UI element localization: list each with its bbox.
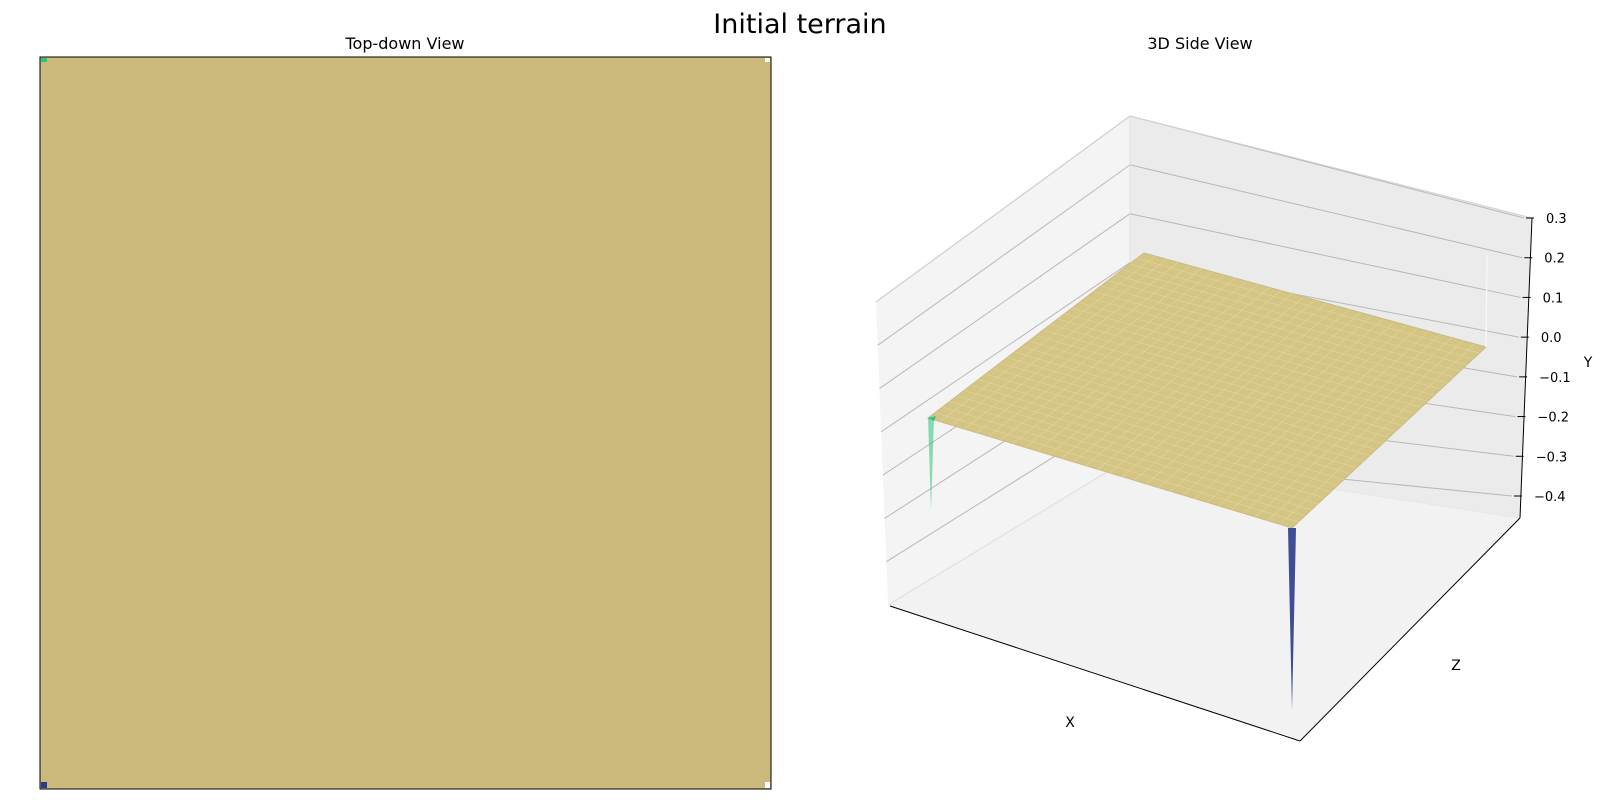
mesh-line <box>935 412 1299 523</box>
y-tick-label: −0.4 <box>1534 490 1566 505</box>
z-axis-label: Z <box>1451 658 1461 674</box>
y-tick-label: −0.2 <box>1537 411 1569 426</box>
heatmap-corner-top-right <box>765 58 770 62</box>
mesh-line <box>1255 337 1453 518</box>
heatmap-corner-bottom-right <box>765 782 770 788</box>
y-tick-label: 0.0 <box>1541 331 1562 346</box>
pane-edge-floor-left <box>887 457 1131 606</box>
sideview-title: 3D Side View <box>1147 34 1253 53</box>
mesh-line <box>1279 343 1475 525</box>
surface-mesh <box>935 255 1480 525</box>
z-axis-line <box>1299 517 1521 742</box>
x-axis-label: X <box>1065 715 1075 731</box>
y-axis-label: Y <box>1583 355 1593 371</box>
spike-left-cap <box>928 416 936 421</box>
x-axis-line <box>889 605 1301 742</box>
topdown-title: Top-down View <box>345 34 465 53</box>
heatmap-fill <box>39 56 772 790</box>
topdown-heatmap <box>39 56 772 790</box>
floor-pane <box>888 458 1520 740</box>
mesh-line <box>1267 340 1464 521</box>
y-tick-label: 0.1 <box>1543 291 1564 306</box>
y-tick-label: −0.1 <box>1539 371 1571 386</box>
y-tick-label: 0.2 <box>1544 252 1565 267</box>
mesh-line <box>949 401 1312 511</box>
y-tick-label: −0.3 <box>1536 450 1568 465</box>
pane-edge-top-right <box>1129 115 1533 219</box>
mesh-line <box>956 395 1318 505</box>
heatmap-corner-top-left <box>41 58 47 62</box>
y-axis-ticks: 0.3 0.2 0.1 0.0 −0.1 −0.2 −0.3 −0.4 <box>1514 212 1571 505</box>
figure-title: Initial terrain <box>713 9 887 40</box>
spike-far-right <box>1485 254 1488 348</box>
mesh-line <box>963 390 1325 499</box>
spike-near-corner <box>1288 528 1296 710</box>
pane-edge-top-left <box>875 115 1131 303</box>
mesh-line <box>1243 334 1441 514</box>
mesh-line <box>942 406 1306 517</box>
heatmap-corner-bottom-left <box>41 782 47 788</box>
y-tick-label: 0.3 <box>1546 212 1567 227</box>
y-axis-line <box>1519 217 1533 519</box>
spike-left-corner <box>928 418 934 510</box>
